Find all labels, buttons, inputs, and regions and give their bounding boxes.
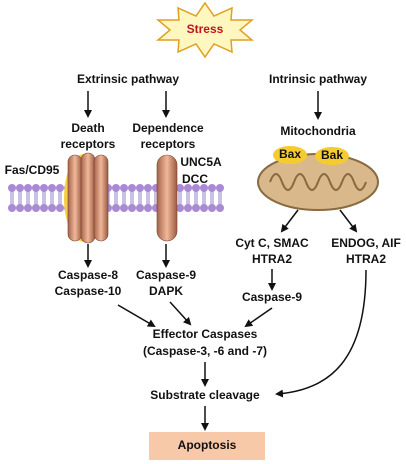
lipid (16, 204, 24, 212)
substrate-label: Substrate cleavage (150, 388, 260, 402)
lipid (16, 184, 24, 192)
protein-label: Bak (321, 148, 343, 162)
lipid (216, 184, 224, 192)
lipid (144, 204, 152, 212)
outcome-label: Apoptosis (178, 438, 237, 452)
protein-label: Bax (279, 147, 301, 161)
arrow (169, 301, 192, 326)
lipid (48, 204, 56, 212)
lipid (184, 184, 192, 192)
lipid (176, 184, 184, 192)
outcome-box (149, 432, 265, 460)
arrow (244, 307, 273, 328)
lipid (24, 184, 32, 192)
receptor-name: DCC (182, 172, 208, 186)
lipid (200, 204, 208, 212)
stress-burst (155, 1, 255, 59)
receptor-name: UNC5A (180, 155, 222, 169)
caspase-label: Caspase-9 (242, 290, 302, 304)
effector-label: Effector Caspases (153, 327, 258, 341)
lipid (136, 184, 144, 192)
dependence-receptor (156, 154, 178, 242)
pathway-label: Extrinsic pathway (77, 72, 179, 86)
lipid (184, 204, 192, 212)
receptor-label: receptors (141, 137, 196, 151)
arrow (117, 304, 156, 328)
caspase-label: Caspase-9 (136, 268, 196, 282)
bax-protein (273, 146, 307, 164)
lipid (112, 204, 120, 212)
arrow (339, 209, 358, 233)
receptor-name: Fas/CD95 (5, 163, 60, 177)
lipid (128, 204, 136, 212)
lipid (120, 204, 128, 212)
factor-label: Cyt C, SMAC (235, 236, 309, 250)
caspase-label: Caspase-8 (58, 268, 118, 282)
lipid (24, 204, 32, 212)
lipid (48, 184, 56, 192)
lipid (8, 204, 16, 212)
mitochondrion (257, 153, 379, 211)
caspase-label: DAPK (149, 284, 183, 298)
lipid (120, 184, 128, 192)
fas-receptor (64, 152, 109, 244)
lipid (56, 204, 64, 212)
factor-label: HTRA2 (346, 252, 386, 266)
caspase-label: Caspase-10 (55, 284, 122, 298)
lipid (208, 184, 216, 192)
lipid (200, 184, 208, 192)
lipid (40, 204, 48, 212)
pathway-label: Intrinsic pathway (269, 72, 367, 86)
lipid (192, 204, 200, 212)
lipid (136, 204, 144, 212)
receptor-label: Dependence (132, 121, 204, 135)
lipid (8, 184, 16, 192)
receptor-label: Death (71, 121, 104, 135)
lipid (192, 184, 200, 192)
factor-label: HTRA2 (252, 252, 292, 266)
lipid (216, 204, 224, 212)
lipid (32, 184, 40, 192)
lipid (208, 204, 216, 212)
stress-label: Stress (187, 22, 224, 36)
lipid (40, 184, 48, 192)
receptor-label: receptors (61, 137, 116, 151)
lipid (144, 184, 152, 192)
lipid (56, 184, 64, 192)
lipid (112, 184, 120, 192)
lipid (32, 204, 40, 212)
factor-label: ENDOG, AIF (331, 236, 401, 250)
bak-protein (315, 147, 349, 165)
arrow (275, 269, 367, 398)
mito-label: Mitochondria (280, 124, 356, 138)
membrane (8, 184, 224, 212)
arrow (280, 209, 299, 233)
lipid (128, 184, 136, 192)
lipid (176, 204, 184, 212)
effector-label: (Caspase-3, -6 and -7) (143, 344, 267, 358)
